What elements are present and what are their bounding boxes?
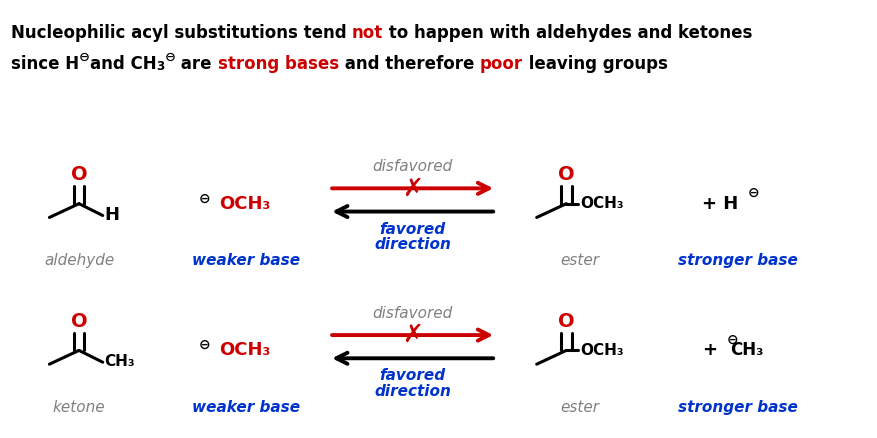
Text: 3: 3: [156, 60, 164, 73]
Text: OCH₃: OCH₃: [219, 341, 270, 360]
Text: strong bases: strong bases: [217, 55, 339, 73]
Text: CH₃: CH₃: [104, 354, 135, 369]
Text: favored: favored: [379, 222, 446, 237]
Text: to happen with aldehydes and ketones: to happen with aldehydes and ketones: [382, 24, 752, 42]
Text: not: not: [352, 24, 382, 42]
Text: O: O: [71, 166, 87, 184]
Text: ketone: ketone: [53, 400, 105, 415]
Text: weaker base: weaker base: [191, 400, 300, 415]
Text: and therefore: and therefore: [339, 55, 479, 73]
Text: are: are: [175, 55, 217, 73]
Text: ⊖: ⊖: [199, 191, 210, 205]
Text: + H: + H: [702, 194, 738, 213]
Text: aldehyde: aldehyde: [44, 253, 114, 268]
Text: stronger base: stronger base: [677, 400, 796, 415]
Text: Nucleophilic acyl substitutions tend: Nucleophilic acyl substitutions tend: [11, 24, 352, 42]
Text: O: O: [71, 312, 87, 331]
Text: and CH: and CH: [89, 55, 156, 73]
Text: OCH₃: OCH₃: [219, 194, 270, 213]
Text: ⊖: ⊖: [726, 332, 738, 346]
Text: disfavored: disfavored: [372, 306, 453, 321]
Text: since H: since H: [11, 55, 79, 73]
Text: poor: poor: [479, 55, 523, 73]
Text: ⊖: ⊖: [164, 51, 175, 64]
Text: O: O: [558, 312, 574, 331]
Text: ✗: ✗: [402, 323, 423, 347]
Text: ester: ester: [560, 253, 598, 268]
Text: ⊖: ⊖: [79, 51, 89, 64]
Text: H: H: [104, 206, 119, 225]
Text: ✗: ✗: [402, 177, 423, 200]
Text: +: +: [702, 341, 717, 360]
Text: CH₃: CH₃: [730, 341, 763, 360]
Text: ⊖: ⊖: [747, 186, 759, 200]
Text: direction: direction: [374, 237, 451, 252]
Text: OCH₃: OCH₃: [580, 343, 623, 358]
Text: disfavored: disfavored: [372, 159, 453, 174]
Text: leaving groups: leaving groups: [523, 55, 667, 73]
Text: favored: favored: [379, 368, 446, 383]
Text: direction: direction: [374, 384, 451, 399]
Text: ester: ester: [560, 400, 598, 415]
Text: O: O: [558, 166, 574, 184]
Text: weaker base: weaker base: [191, 253, 300, 268]
Text: OCH₃: OCH₃: [580, 196, 623, 211]
Text: stronger base: stronger base: [677, 253, 796, 268]
Text: ⊖: ⊖: [199, 338, 210, 352]
